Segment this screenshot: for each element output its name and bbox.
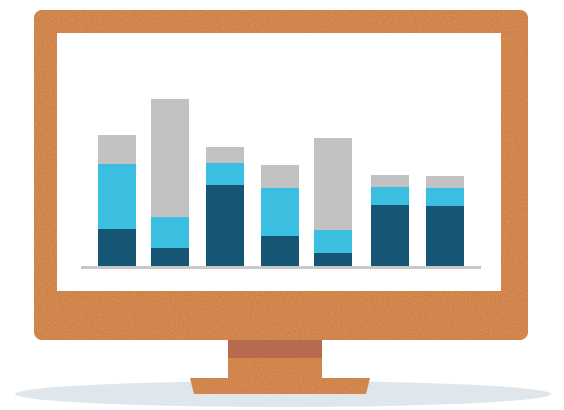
bar-3-bottom-segment	[206, 185, 244, 266]
bar-4-bottom-segment	[261, 236, 299, 266]
bar-7-bottom-segment	[426, 206, 464, 266]
bar-6-middle-segment	[371, 187, 409, 205]
monitor-stand-post	[228, 358, 322, 380]
bar-2-bottom-segment	[151, 248, 189, 266]
bar-7-top-segment	[426, 176, 464, 188]
chart-baseline	[81, 266, 481, 269]
bar-1-middle-segment	[98, 164, 136, 229]
bar-6-top-segment	[371, 175, 409, 187]
bar-3-middle-segment	[206, 163, 244, 185]
bar-5-middle-segment	[314, 230, 352, 253]
bar-5-bottom-segment	[314, 253, 352, 266]
bar-4-top-segment	[261, 165, 299, 188]
monitor-stand-base	[190, 378, 370, 394]
bar-4-middle-segment	[261, 188, 299, 236]
bar-2-middle-segment	[151, 217, 189, 248]
stacked-bar-chart	[81, 99, 481, 269]
bar-6-bottom-segment	[371, 205, 409, 266]
bar-1-top-segment	[98, 135, 136, 164]
bar-2-top-segment	[151, 99, 189, 217]
bar-7-middle-segment	[426, 188, 464, 206]
bar-3-top-segment	[206, 147, 244, 163]
bar-1-bottom-segment	[98, 229, 136, 266]
bar-5-top-segment	[314, 138, 352, 230]
